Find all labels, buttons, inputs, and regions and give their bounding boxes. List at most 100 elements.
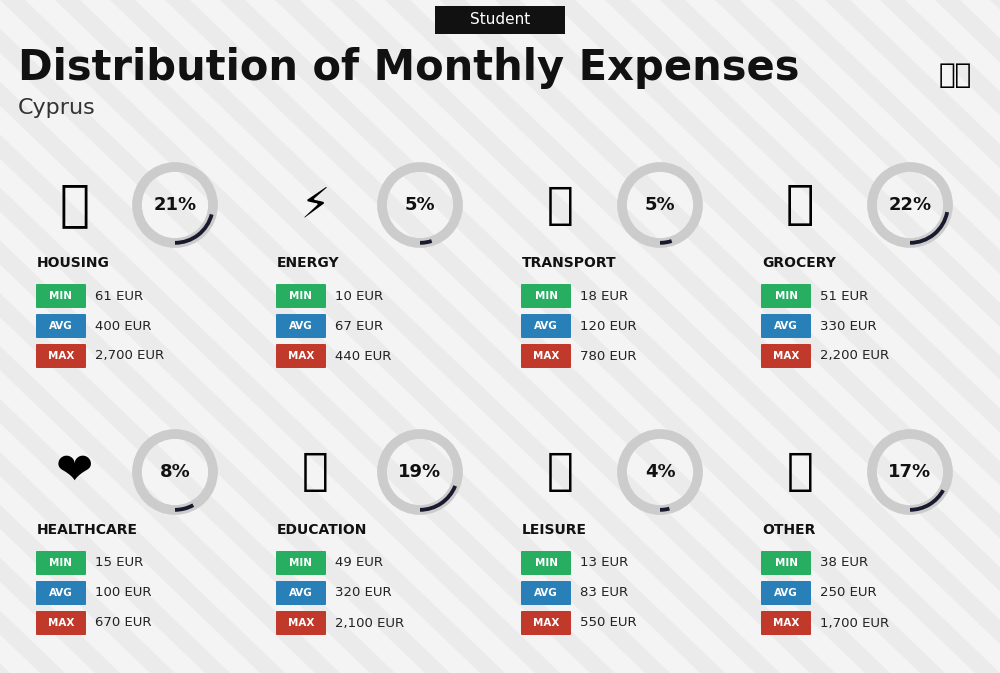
Text: AVG: AVG: [534, 321, 558, 331]
Text: 1,700 EUR: 1,700 EUR: [820, 616, 889, 629]
FancyBboxPatch shape: [276, 611, 326, 635]
Wedge shape: [910, 212, 949, 245]
Text: MAX: MAX: [533, 351, 559, 361]
Text: HOUSING: HOUSING: [37, 256, 110, 270]
Text: 17%: 17%: [888, 463, 932, 481]
Text: 2,700 EUR: 2,700 EUR: [95, 349, 164, 363]
Text: MAX: MAX: [288, 351, 314, 361]
Text: 100 EUR: 100 EUR: [95, 586, 152, 600]
Text: MIN: MIN: [534, 558, 558, 568]
Text: 8%: 8%: [160, 463, 190, 481]
Text: ENERGY: ENERGY: [277, 256, 340, 270]
Wedge shape: [175, 503, 194, 511]
FancyBboxPatch shape: [521, 344, 571, 368]
FancyBboxPatch shape: [276, 314, 326, 338]
Text: 440 EUR: 440 EUR: [335, 349, 391, 363]
Text: AVG: AVG: [49, 321, 73, 331]
FancyBboxPatch shape: [276, 551, 326, 575]
Text: 🎓: 🎓: [302, 450, 328, 493]
Text: GROCERY: GROCERY: [762, 256, 836, 270]
Text: AVG: AVG: [49, 588, 73, 598]
Text: 780 EUR: 780 EUR: [580, 349, 637, 363]
Text: MIN: MIN: [290, 291, 312, 301]
Text: 🏢: 🏢: [60, 181, 90, 229]
Wedge shape: [660, 239, 672, 245]
Text: 320 EUR: 320 EUR: [335, 586, 392, 600]
Text: AVG: AVG: [289, 588, 313, 598]
Text: 120 EUR: 120 EUR: [580, 320, 637, 332]
FancyBboxPatch shape: [761, 344, 811, 368]
Text: 13 EUR: 13 EUR: [580, 557, 628, 569]
Text: ❤️: ❤️: [56, 450, 94, 493]
FancyBboxPatch shape: [761, 284, 811, 308]
Text: 61 EUR: 61 EUR: [95, 289, 143, 302]
Text: 21%: 21%: [153, 196, 197, 214]
Wedge shape: [175, 214, 214, 245]
Text: Cyprus: Cyprus: [18, 98, 96, 118]
Text: MAX: MAX: [288, 618, 314, 628]
FancyBboxPatch shape: [521, 314, 571, 338]
FancyBboxPatch shape: [276, 581, 326, 605]
Text: AVG: AVG: [774, 321, 798, 331]
Text: MAX: MAX: [48, 351, 74, 361]
Text: 670 EUR: 670 EUR: [95, 616, 152, 629]
FancyBboxPatch shape: [521, 551, 571, 575]
Text: 51 EUR: 51 EUR: [820, 289, 868, 302]
Text: 2,200 EUR: 2,200 EUR: [820, 349, 889, 363]
Text: 38 EUR: 38 EUR: [820, 557, 868, 569]
Text: MIN: MIN: [774, 291, 798, 301]
FancyBboxPatch shape: [521, 284, 571, 308]
Text: 400 EUR: 400 EUR: [95, 320, 151, 332]
FancyBboxPatch shape: [36, 284, 86, 308]
FancyBboxPatch shape: [276, 344, 326, 368]
Wedge shape: [910, 489, 945, 511]
Text: 550 EUR: 550 EUR: [580, 616, 637, 629]
FancyBboxPatch shape: [521, 611, 571, 635]
Text: ⚡: ⚡: [300, 184, 330, 226]
FancyBboxPatch shape: [36, 551, 86, 575]
Text: Distribution of Monthly Expenses: Distribution of Monthly Expenses: [18, 47, 800, 89]
FancyBboxPatch shape: [435, 6, 565, 34]
Text: 5%: 5%: [645, 196, 675, 214]
Text: 🛒: 🛒: [786, 182, 814, 227]
FancyBboxPatch shape: [36, 581, 86, 605]
Text: AVG: AVG: [774, 588, 798, 598]
Text: 330 EUR: 330 EUR: [820, 320, 877, 332]
FancyBboxPatch shape: [36, 344, 86, 368]
Text: 🇨🇾: 🇨🇾: [938, 61, 972, 89]
Text: 👜: 👜: [787, 450, 813, 493]
Text: EDUCATION: EDUCATION: [277, 523, 367, 537]
Text: 19%: 19%: [398, 463, 442, 481]
Text: MAX: MAX: [773, 618, 799, 628]
FancyBboxPatch shape: [761, 551, 811, 575]
FancyBboxPatch shape: [761, 611, 811, 635]
Text: MIN: MIN: [534, 291, 558, 301]
Text: 10 EUR: 10 EUR: [335, 289, 383, 302]
FancyBboxPatch shape: [761, 581, 811, 605]
Text: HEALTHCARE: HEALTHCARE: [37, 523, 138, 537]
Text: 67 EUR: 67 EUR: [335, 320, 383, 332]
Text: OTHER: OTHER: [762, 523, 815, 537]
Text: Student: Student: [470, 13, 530, 28]
Text: TRANSPORT: TRANSPORT: [522, 256, 617, 270]
Text: 4%: 4%: [645, 463, 675, 481]
Text: 2,100 EUR: 2,100 EUR: [335, 616, 404, 629]
Text: 🚌: 🚌: [547, 184, 573, 227]
Text: AVG: AVG: [289, 321, 313, 331]
FancyBboxPatch shape: [36, 314, 86, 338]
FancyBboxPatch shape: [276, 284, 326, 308]
Text: MAX: MAX: [533, 618, 559, 628]
Text: MIN: MIN: [290, 558, 312, 568]
Wedge shape: [420, 239, 432, 245]
FancyBboxPatch shape: [521, 581, 571, 605]
Wedge shape: [420, 485, 457, 511]
Text: MIN: MIN: [774, 558, 798, 568]
Wedge shape: [660, 507, 670, 511]
Text: MIN: MIN: [50, 291, 72, 301]
Text: 250 EUR: 250 EUR: [820, 586, 877, 600]
Text: 83 EUR: 83 EUR: [580, 586, 628, 600]
Text: 18 EUR: 18 EUR: [580, 289, 628, 302]
Text: AVG: AVG: [534, 588, 558, 598]
Text: LEISURE: LEISURE: [522, 523, 587, 537]
Text: MAX: MAX: [773, 351, 799, 361]
